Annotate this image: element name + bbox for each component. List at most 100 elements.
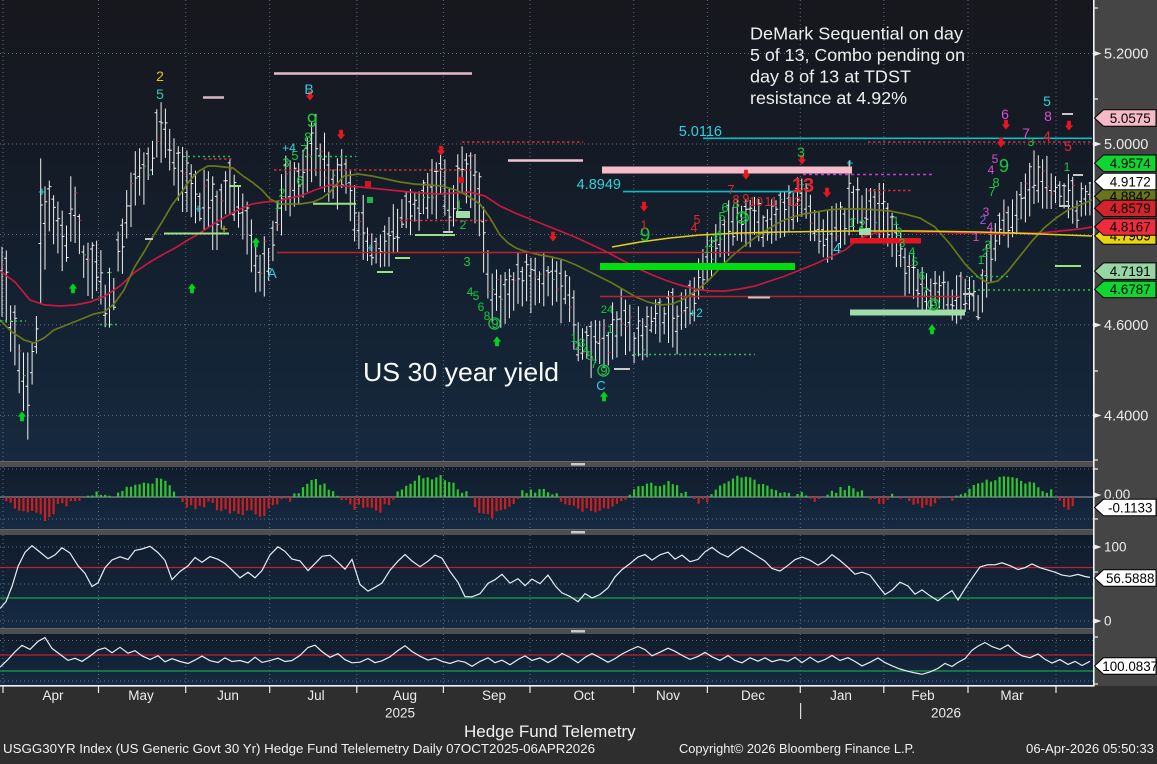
svg-text:1: 1 bbox=[893, 214, 900, 228]
svg-text:56.5888: 56.5888 bbox=[1106, 571, 1154, 586]
svg-text:resistance at 4.92%: resistance at 4.92% bbox=[750, 88, 907, 108]
svg-text:5.0000: 5.0000 bbox=[1104, 137, 1148, 153]
svg-text:7: 7 bbox=[300, 142, 307, 157]
svg-text:9: 9 bbox=[999, 156, 1009, 176]
svg-text:4: 4 bbox=[1043, 128, 1051, 144]
svg-text:4: 4 bbox=[583, 343, 590, 357]
svg-text:5: 5 bbox=[156, 86, 164, 102]
svg-text:4: 4 bbox=[987, 220, 994, 234]
svg-text:7: 7 bbox=[728, 183, 735, 197]
svg-text:9: 9 bbox=[491, 316, 498, 331]
svg-text:8: 8 bbox=[992, 175, 999, 190]
svg-text:Hedge Fund Telemetry: Hedge Fund Telemetry bbox=[464, 722, 636, 741]
svg-text:9: 9 bbox=[930, 297, 937, 312]
svg-text:day 8 of 13 at TDST: day 8 of 13 at TDST bbox=[750, 67, 911, 87]
svg-text:2025: 2025 bbox=[385, 706, 415, 721]
svg-text:Jul: Jul bbox=[307, 688, 324, 703]
svg-text:5: 5 bbox=[1064, 138, 1072, 154]
svg-text:13: 13 bbox=[792, 175, 814, 197]
svg-text:Feb: Feb bbox=[911, 688, 934, 703]
svg-text:5.0116: 5.0116 bbox=[679, 124, 722, 140]
svg-text:2: 2 bbox=[279, 186, 286, 200]
svg-text:1: 1 bbox=[607, 324, 613, 336]
svg-text:Copyright© 2026 Bloomberg Fina: Copyright© 2026 Bloomberg Finance L.P. bbox=[679, 741, 915, 756]
svg-text:+: + bbox=[366, 240, 374, 255]
svg-text:A: A bbox=[267, 265, 277, 281]
svg-text:Aug: Aug bbox=[393, 688, 417, 703]
svg-text:5: 5 bbox=[1043, 93, 1051, 109]
svg-text:6: 6 bbox=[721, 200, 728, 215]
svg-text:12: 12 bbox=[787, 195, 801, 209]
svg-text:3: 3 bbox=[1028, 135, 1035, 149]
svg-text:8: 8 bbox=[484, 309, 491, 323]
svg-text:4: 4 bbox=[716, 228, 722, 240]
svg-text:2: 2 bbox=[708, 238, 714, 250]
svg-text:3: 3 bbox=[579, 336, 586, 350]
svg-text:5: 5 bbox=[912, 255, 919, 269]
svg-text:5: 5 bbox=[718, 209, 725, 224]
svg-text:C: C bbox=[596, 378, 605, 393]
svg-text:3: 3 bbox=[712, 233, 718, 245]
svg-text:4.7191: 4.7191 bbox=[1110, 264, 1151, 279]
svg-text:US 30 year yield: US 30 year yield bbox=[363, 357, 559, 387]
svg-text:0.00: 0.00 bbox=[1104, 487, 1130, 502]
svg-text:Mar: Mar bbox=[1000, 688, 1024, 703]
svg-text:9: 9 bbox=[307, 111, 318, 132]
svg-text:2: 2 bbox=[460, 218, 467, 232]
svg-text:2: 2 bbox=[980, 213, 987, 227]
svg-text:+4: +4 bbox=[282, 141, 296, 155]
svg-text:Apr: Apr bbox=[42, 688, 64, 703]
svg-text:+: + bbox=[220, 221, 228, 236]
svg-text:1: 1 bbox=[704, 244, 710, 256]
svg-text:3: 3 bbox=[983, 205, 990, 219]
svg-text:DeMark Sequential on day: DeMark Sequential on day bbox=[750, 24, 963, 44]
svg-text:4.4000: 4.4000 bbox=[1104, 409, 1148, 425]
svg-text:5: 5 bbox=[473, 289, 480, 303]
svg-text:7: 7 bbox=[591, 357, 598, 371]
svg-text:4.9574: 4.9574 bbox=[1110, 156, 1152, 171]
svg-text:B: B bbox=[304, 81, 313, 97]
svg-text:1: 1 bbox=[973, 230, 980, 244]
svg-text:6: 6 bbox=[478, 300, 485, 314]
svg-text:8: 8 bbox=[733, 193, 740, 207]
svg-text:100.0837: 100.0837 bbox=[1102, 659, 1157, 674]
svg-text:5: 5 bbox=[992, 152, 999, 166]
svg-text:9: 9 bbox=[739, 209, 747, 225]
svg-text:Jan: Jan bbox=[830, 688, 852, 703]
svg-text:5.2000: 5.2000 bbox=[1104, 47, 1148, 63]
svg-text:06-Apr-2026 05:50:33: 06-Apr-2026 05:50:33 bbox=[1026, 741, 1154, 756]
svg-text:Dec: Dec bbox=[741, 688, 765, 703]
svg-text:5: 5 bbox=[694, 213, 701, 227]
svg-text:8: 8 bbox=[1044, 108, 1052, 124]
svg-text:9: 9 bbox=[640, 225, 651, 246]
svg-text:4: 4 bbox=[467, 285, 474, 299]
svg-text:4.8949: 4.8949 bbox=[577, 177, 621, 193]
svg-text:1: 1 bbox=[275, 198, 282, 212]
svg-text:Jun: Jun bbox=[217, 688, 239, 703]
svg-text:5: 5 bbox=[291, 148, 298, 163]
svg-text:6: 6 bbox=[919, 269, 926, 283]
svg-text:5.0575: 5.0575 bbox=[1110, 111, 1151, 126]
svg-text:7: 7 bbox=[922, 285, 929, 299]
svg-text:2: 2 bbox=[858, 217, 865, 232]
svg-text:3: 3 bbox=[797, 144, 805, 160]
svg-text:5 of 13, Combo pending on: 5 of 13, Combo pending on bbox=[750, 45, 965, 65]
svg-text:3: 3 bbox=[899, 236, 906, 250]
svg-text:4: 4 bbox=[691, 221, 698, 235]
svg-text:+: + bbox=[846, 156, 853, 170]
svg-text:+: + bbox=[38, 184, 46, 199]
svg-text:9: 9 bbox=[743, 192, 750, 206]
svg-text:4.9172: 4.9172 bbox=[1110, 174, 1151, 189]
svg-text:May: May bbox=[128, 688, 154, 703]
svg-text:1: 1 bbox=[641, 218, 648, 232]
svg-text:11: 11 bbox=[765, 195, 778, 209]
svg-text:100: 100 bbox=[1104, 540, 1127, 555]
svg-text:5: 5 bbox=[587, 349, 594, 363]
svg-text:1: 1 bbox=[978, 253, 985, 267]
svg-text:3: 3 bbox=[282, 155, 289, 170]
svg-text:USGG30YR Index (US Generic Gov: USGG30YR Index (US Generic Govt 30 Yr) H… bbox=[3, 741, 595, 756]
svg-text:4.6787: 4.6787 bbox=[1110, 282, 1151, 297]
svg-text:24: 24 bbox=[601, 304, 613, 316]
svg-text:2: 2 bbox=[896, 225, 903, 239]
svg-text:-0.1133: -0.1133 bbox=[1108, 500, 1152, 515]
